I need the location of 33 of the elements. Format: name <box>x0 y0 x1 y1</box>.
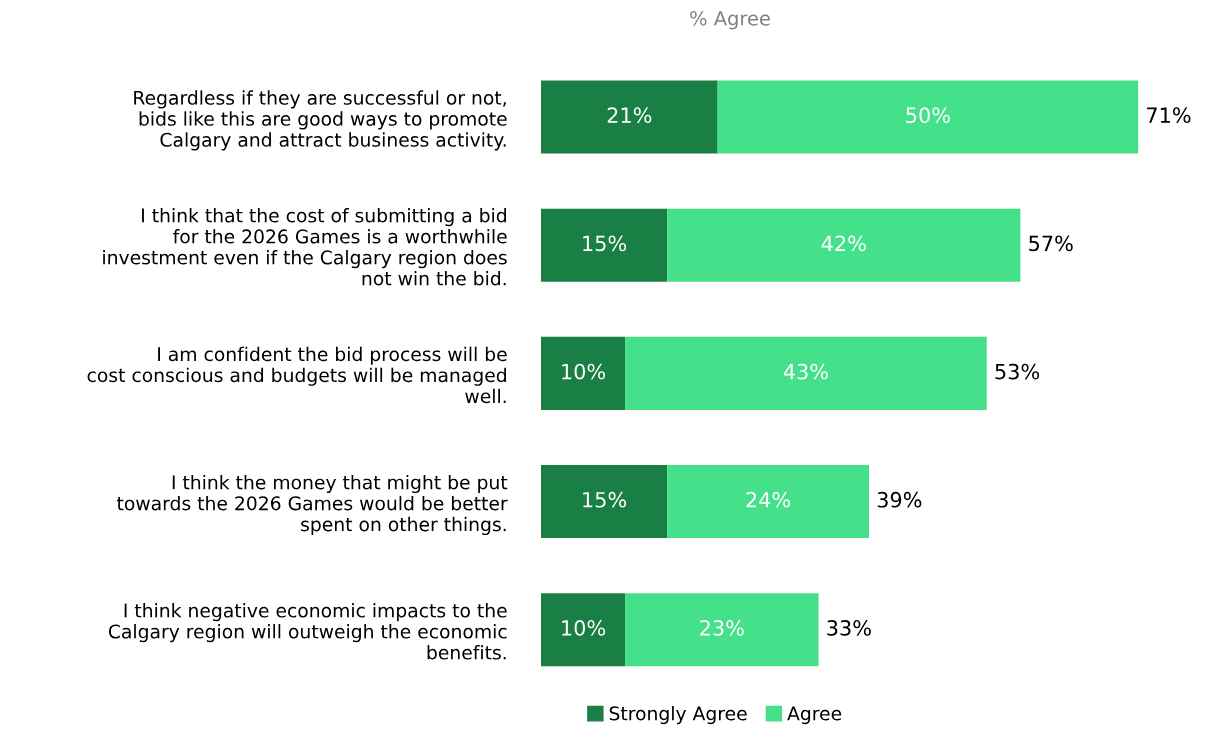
bar <box>541 593 626 667</box>
y-tick-label: I think that the cost of submitting a bid for the 2026 Games is a worthwhile investment even if the Calgary region does not win the bid. <box>103 208 507 286</box>
data-label: 15% <box>583 235 627 252</box>
total-label: 57% <box>1029 235 1073 252</box>
bar <box>541 208 668 282</box>
y-tick-label: I think the money that might be put towards the 2026 Games would be better spent on other things. <box>117 474 508 536</box>
chart-title: % Agree <box>690 10 770 30</box>
bar <box>625 336 987 410</box>
data-label: 10% <box>562 363 606 380</box>
y-tick-label: I think negative economic impacts to the Calgary region will outweigh the economic benefits. <box>108 603 507 660</box>
data-label: 50% <box>906 107 950 124</box>
y-tick-label: I am confident the bid process will be cost conscious and budgets will be managed well. <box>87 346 507 404</box>
data-label: 23% <box>700 620 744 636</box>
legend-label: Agree <box>787 706 842 725</box>
data-label: 24% <box>746 491 791 508</box>
bar <box>667 465 870 539</box>
legend-label: Strongly Agree <box>609 705 747 725</box>
data-label: 42% <box>821 235 866 252</box>
bar <box>541 336 626 410</box>
bar <box>667 208 1021 282</box>
data-label: 43% <box>783 363 828 380</box>
data-label: 10% <box>562 620 606 636</box>
bar <box>717 80 1139 154</box>
total-label: 53% <box>995 363 1040 380</box>
y-tick-label: Regardless if they are successful or not, bids like this are good ways to promote Calgary and attract business activity. <box>134 90 507 151</box>
total-label: 71% <box>1147 107 1191 124</box>
data-label: 15% <box>583 491 627 508</box>
bar <box>541 80 718 154</box>
bar <box>541 465 668 539</box>
total-label: 39% <box>877 491 922 508</box>
total-label: 33% <box>827 620 871 636</box>
bar <box>625 593 819 667</box>
data-label: 21% <box>607 107 652 124</box>
